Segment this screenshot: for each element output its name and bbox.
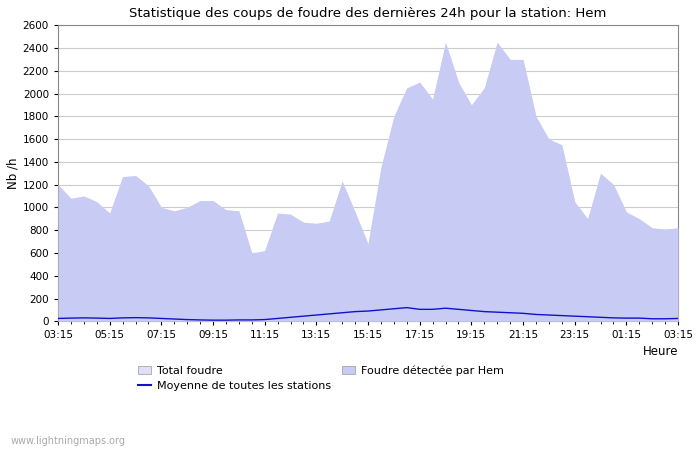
Title: Statistique des coups de foudre des dernières 24h pour la station: Hem: Statistique des coups de foudre des dern…	[130, 7, 607, 20]
Text: Heure: Heure	[643, 345, 678, 358]
Y-axis label: Nb /h: Nb /h	[7, 158, 20, 189]
Text: www.lightningmaps.org: www.lightningmaps.org	[10, 436, 125, 446]
Legend: Total foudre, Moyenne de toutes les stations, Foudre détectée par Hem: Total foudre, Moyenne de toutes les stat…	[138, 365, 504, 392]
